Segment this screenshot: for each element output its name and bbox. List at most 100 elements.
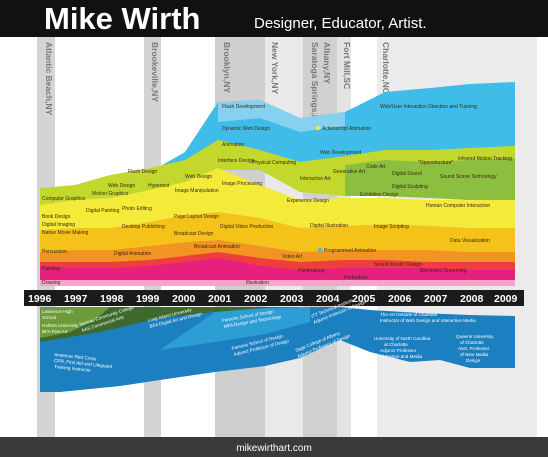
header-name: Mike Wirth <box>44 1 200 36</box>
skill-label: Image Processing <box>222 181 262 187</box>
location-fort-mill: Fort Mill,SC <box>342 42 352 89</box>
location-atlantic-beach: Atlantic Beach,NY <box>44 42 54 116</box>
header-tagline: Designer, Educator, Artist. <box>254 15 427 32</box>
year-label: 2005 <box>352 293 376 305</box>
year-label: 2003 <box>280 293 304 305</box>
skill-label: Painting <box>42 266 60 272</box>
skill-label: Digital Sound <box>392 171 422 177</box>
role-line: American Red Cross <box>54 352 97 361</box>
bullet-dot <box>315 125 321 131</box>
roles-stream <box>40 307 515 392</box>
role-line: Design <box>466 358 481 363</box>
skill-label: Actionscript Animation <box>322 126 371 132</box>
footer-bar <box>0 437 548 457</box>
year-label: 1997 <box>64 293 88 305</box>
skill-label: Electronic Drumming <box>420 268 467 274</box>
skill-label: Programmed Animation <box>324 248 376 254</box>
year-label: 2006 <box>388 293 412 305</box>
year-label: 1999 <box>136 293 160 305</box>
stream-layer-art <box>40 258 515 286</box>
skill-label: Video Art <box>282 254 303 260</box>
skill-label: Interactive Art <box>300 176 331 182</box>
role-line: Training Instructor <box>54 364 92 373</box>
role-band-teaching <box>40 307 515 392</box>
skill-label: Hypertext <box>148 183 170 189</box>
skill-label: Digital Imaging <box>42 222 75 228</box>
role-line: of Charlotte <box>460 340 484 345</box>
skill-label: Generative Art <box>333 169 366 175</box>
year-bar <box>24 290 524 306</box>
skill-labels: Flash Development Dynamic Web Design Web… <box>42 104 512 286</box>
stream-layer-web <box>75 82 515 225</box>
skill-label: Percussion <box>42 249 67 255</box>
role-line: Hofstra University <box>42 323 79 328</box>
location-charlotte: Charlotte,NC <box>381 42 391 94</box>
skill-label: Web Design <box>108 183 135 189</box>
skill-label: Page Layout Design <box>174 214 219 220</box>
role-line: of New Media <box>460 352 489 357</box>
role-line: Instructor of Web Design and Interactive… <box>380 318 476 323</box>
role-line: BFA Fine Art <box>42 329 68 334</box>
skill-label: Desktop Publishing <box>122 224 165 230</box>
skill-label: Exhibition Design <box>360 192 399 198</box>
skill-label: Digital Illustration <box>310 223 348 229</box>
skill-label: Web/User Interaction Direction and Train… <box>380 104 477 110</box>
year-label: 2004 <box>316 293 340 305</box>
location-albany: Albany,NY <box>322 42 332 84</box>
role-line: at Charlotte <box>384 342 408 347</box>
skill-label: Motion Graphics <box>92 191 129 197</box>
header-bar <box>0 0 548 37</box>
skill-label: Book Design <box>42 214 71 220</box>
year-label: 2008 <box>460 293 484 305</box>
skill-label: Photo Editing <box>122 206 152 212</box>
stream-layer-web-light <box>218 100 345 132</box>
location-new-york: New York,NY <box>270 42 280 94</box>
skill-label: Human Computer Interaction <box>426 203 490 209</box>
role-line: Asst. Professor <box>458 346 490 351</box>
skill-label: Flash Design <box>128 169 157 175</box>
skill-label: Portraiture <box>344 275 368 281</box>
skill-label: Experience Design <box>287 198 329 204</box>
skill-label: Infrared Motion Tracking <box>458 156 512 162</box>
role-band-teaching-light <box>160 307 310 350</box>
skill-label: Broadcast Design <box>174 231 214 237</box>
skill-label: Image Manipulation <box>175 188 219 194</box>
skill-label: Data Visualization <box>450 238 490 244</box>
year-label: 2007 <box>424 293 448 305</box>
skill-label: Image Scripting <box>374 224 409 230</box>
skill-label: Code Art <box>366 164 386 170</box>
role-line: School <box>42 315 56 320</box>
year-label: 1996 <box>28 293 52 305</box>
skill-label: Computer Graphics <box>42 196 86 202</box>
year-label: 2002 <box>244 293 268 305</box>
role-line: Lawrence High <box>42 309 73 314</box>
stream-layer-drawing <box>40 280 515 286</box>
skill-label: Drawing <box>42 280 61 286</box>
role-line: Adjunct Professor <box>380 348 417 353</box>
skill-label: Interface Design <box>218 158 255 164</box>
year-label: 2009 <box>494 293 518 305</box>
skill-label: Digital Painting <box>86 208 120 214</box>
footer-url[interactable]: mikewirthart.com <box>236 443 312 454</box>
skill-label: Digital Animation <box>114 251 151 257</box>
skill-label: Broadcast Animation <box>194 244 240 250</box>
role-line: of Design and Media <box>380 354 423 359</box>
skill-label: Dynamic Web Design <box>222 126 270 132</box>
skill-label: Native Movie Making <box>42 230 89 236</box>
skill-label: Digital Video Production <box>220 224 273 230</box>
year-ticks: 1996 1997 1998 1999 2000 2001 2002 2003 … <box>28 293 518 305</box>
role-line: Queens University <box>456 334 494 339</box>
location-brooklyn: Brooklyn,NY <box>222 42 232 93</box>
skill-stream <box>40 82 515 286</box>
bullet-dot <box>317 247 323 253</box>
skill-label: Animation <box>222 142 244 148</box>
skill-label: Sound Scene Technology <box>440 174 497 180</box>
location-saratoga-springs: Saratoga Springs,NY <box>310 42 320 127</box>
stream-layer-graphics <box>40 168 515 232</box>
role-line: CPR, First Aid and Lifeguard <box>54 358 113 369</box>
skill-label: Web Development <box>320 150 362 156</box>
stream-layer-sculpting <box>345 158 515 200</box>
skill-label: Web Design <box>185 174 212 180</box>
